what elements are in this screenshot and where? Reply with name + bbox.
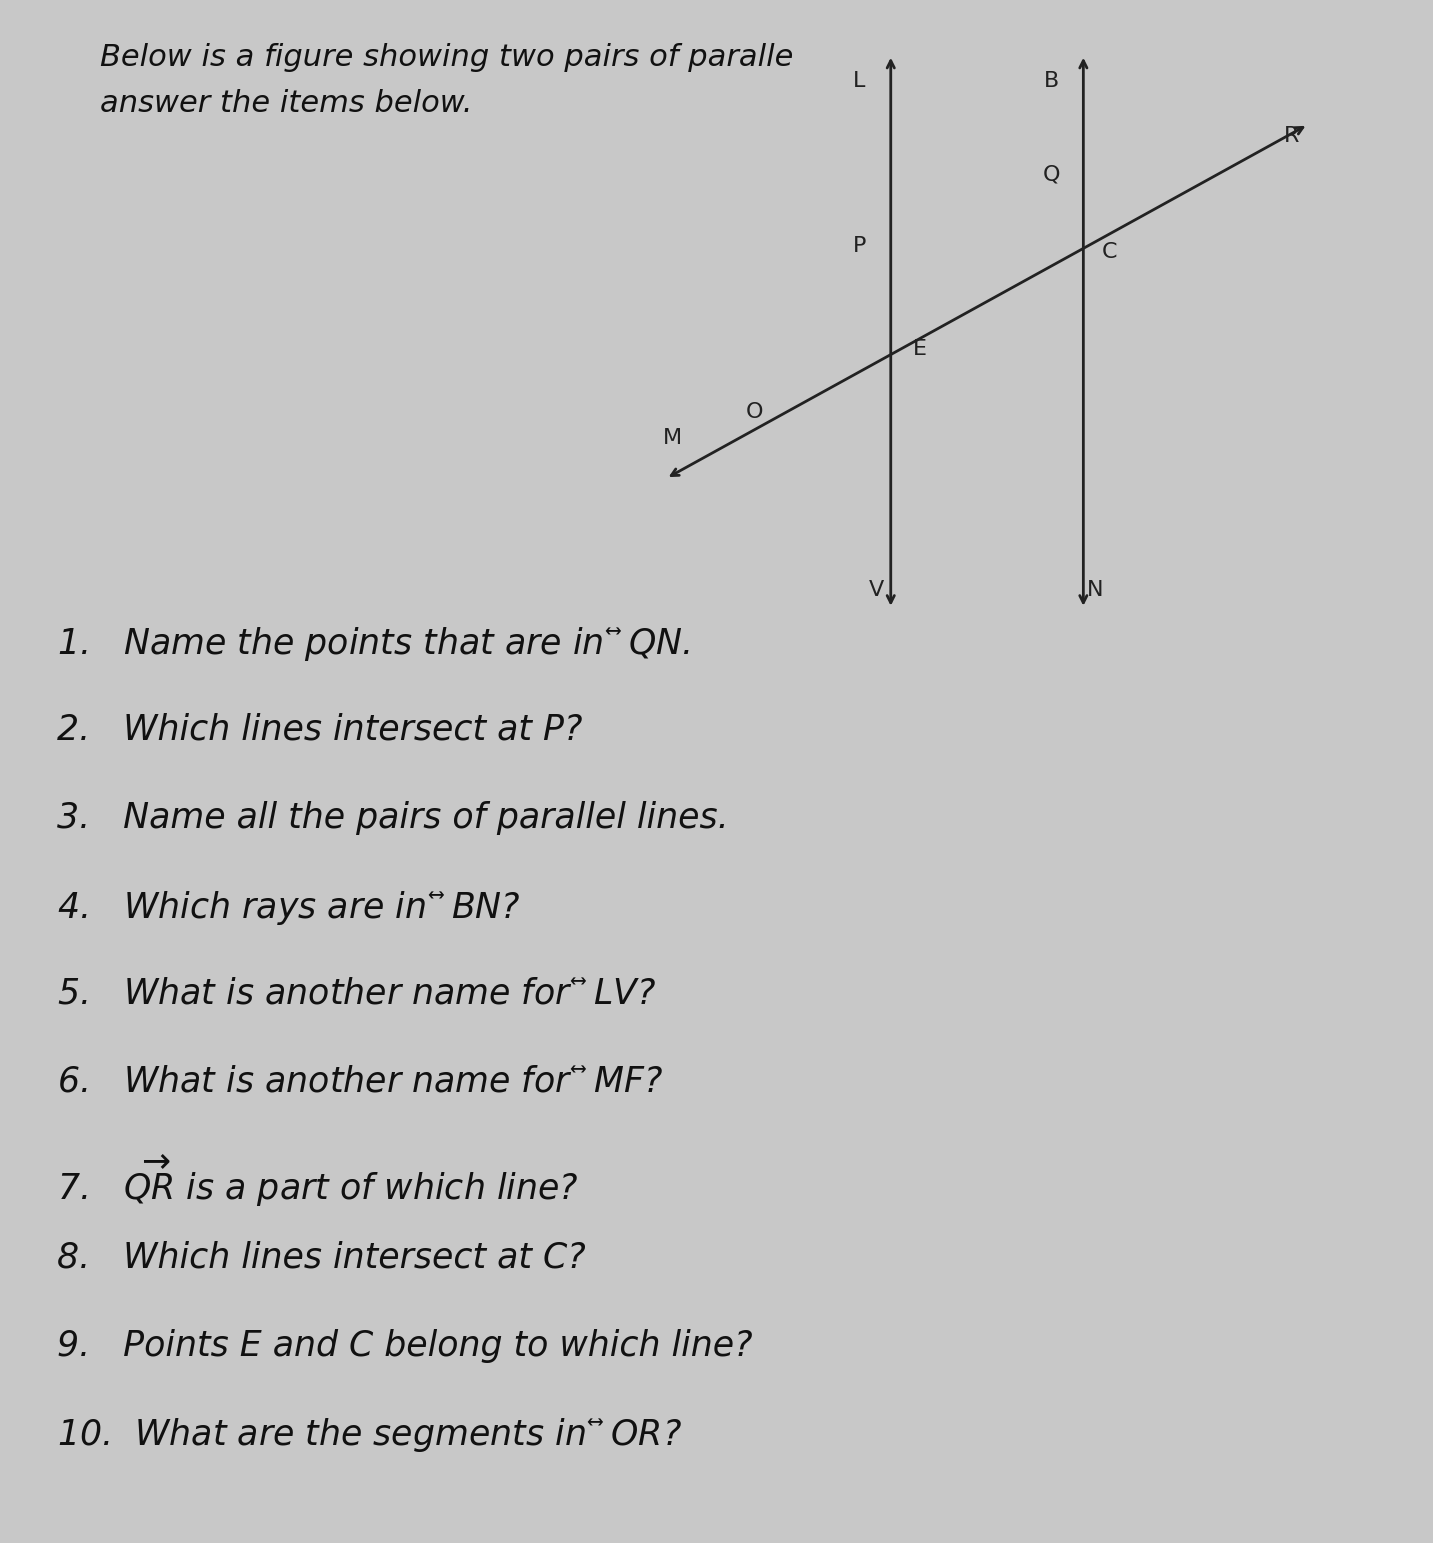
Text: Q: Q	[1043, 165, 1060, 185]
Text: M: M	[663, 427, 682, 447]
Text: 3.   Name all the pairs of parallel lines.: 3. Name all the pairs of parallel lines.	[57, 801, 729, 835]
Text: 7.   $\overrightarrow{QR}$ is a part of which line?: 7. $\overrightarrow{QR}$ is a part of wh…	[57, 1153, 579, 1208]
Text: E: E	[913, 339, 926, 360]
Text: N: N	[1086, 580, 1103, 600]
Text: 4.   Which rays are in $\overleftrightarrow{BN}$?: 4. Which rays are in $\overleftrightarro…	[57, 889, 522, 927]
Text: 10.  What are the segments in $\overleftrightarrow{OR}$?: 10. What are the segments in $\overleftr…	[57, 1416, 682, 1455]
Text: Below is a figure showing two pairs of paralle: Below is a figure showing two pairs of p…	[100, 43, 794, 73]
Text: 9.   Points E and C belong to which line?: 9. Points E and C belong to which line?	[57, 1329, 752, 1362]
Text: V: V	[868, 580, 884, 600]
Text: B: B	[1045, 71, 1059, 91]
Text: R: R	[1284, 125, 1300, 145]
Text: P: P	[853, 236, 866, 256]
Text: 8.   Which lines intersect at C?: 8. Which lines intersect at C?	[57, 1241, 586, 1275]
Text: answer the items below.: answer the items below.	[100, 89, 473, 119]
Text: 2.   Which lines intersect at P?: 2. Which lines intersect at P?	[57, 713, 583, 747]
Text: 6.   What is another name for $\overleftrightarrow{MF}$?: 6. What is another name for $\overleftri…	[57, 1065, 663, 1099]
Text: O: O	[747, 403, 764, 423]
Text: C: C	[1102, 242, 1116, 262]
Text: L: L	[853, 71, 866, 91]
Text: 5.   What is another name for $\overleftrightarrow{LV}$?: 5. What is another name for $\overleftri…	[57, 977, 656, 1011]
Text: 1.   Name the points that are in $\overleftrightarrow{QN}$.: 1. Name the points that are in $\overlef…	[57, 625, 691, 663]
